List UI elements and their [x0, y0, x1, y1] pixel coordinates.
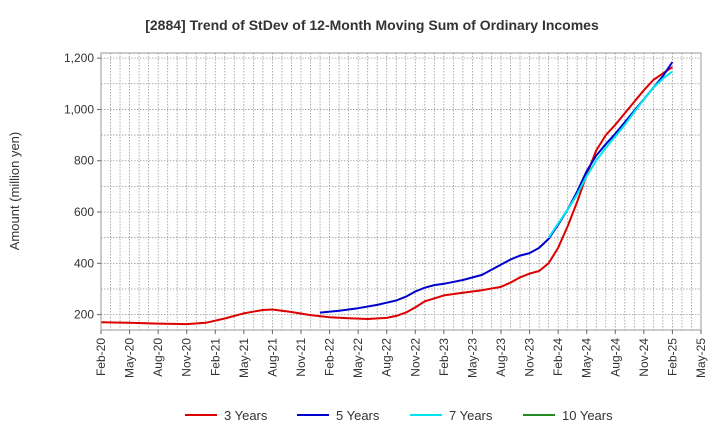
x-tick-label: Nov-23 — [523, 338, 537, 377]
legend-label-4: 10 Years — [562, 408, 613, 423]
grid — [100, 53, 702, 330]
x-tick-label: Nov-24 — [637, 338, 651, 377]
x-tick-label: Aug-20 — [151, 338, 165, 377]
y-tick-label: 800 — [74, 154, 94, 168]
x-tick-label: Feb-23 — [437, 338, 451, 376]
x-tick-label: Aug-24 — [608, 338, 622, 377]
x-tick-label: Nov-21 — [294, 338, 308, 377]
x-tick-label: Feb-22 — [323, 338, 337, 376]
x-tick-label: Feb-21 — [208, 338, 222, 376]
x-tick-label: Aug-22 — [380, 338, 394, 377]
x-tick-label: Nov-22 — [408, 338, 422, 377]
y-tick-label: 1,200 — [64, 51, 94, 65]
y-tick-label: 600 — [74, 205, 94, 219]
x-tick-label: May-25 — [694, 338, 708, 378]
series-layer — [100, 61, 674, 326]
y-tick-label: 200 — [74, 308, 94, 322]
plot-area — [101, 53, 701, 330]
legend-label-3: 7 Years — [449, 408, 493, 423]
x-tick-label: May-21 — [237, 338, 251, 378]
plot-background — [101, 53, 701, 330]
x-tick-label: May-23 — [465, 338, 479, 378]
legend-label-1: 3 Years — [224, 408, 268, 423]
x-tick-label: Nov-20 — [180, 338, 194, 377]
x-tick-label: Feb-25 — [665, 338, 679, 376]
x-tick-label: Aug-23 — [494, 338, 508, 377]
x-tick-label: May-22 — [351, 338, 365, 378]
x-tick-label: Aug-21 — [265, 338, 279, 377]
series-line-2 — [319, 61, 674, 314]
x-tick-label: May-24 — [580, 338, 594, 378]
legend: 3 Years 5 Years 7 Years 10 Years — [185, 408, 613, 423]
x-tick-label: May-20 — [123, 338, 137, 378]
plot-frame — [100, 52, 702, 331]
chart-title: [2884] Trend of StDev of 12-Month Moving… — [145, 17, 599, 33]
y-axis-label: Amount (million yen) — [7, 132, 22, 251]
series-line-3 — [547, 70, 673, 239]
y-tick-label: 1,000 — [64, 102, 94, 116]
legend-label-2: 5 Years — [336, 408, 380, 423]
x-tick-label: Feb-20 — [94, 338, 108, 376]
axes: 200 400 600 800 1,000 1,200 Feb-20 May-20 Aug-20… — [64, 51, 708, 378]
x-tick-label: Feb-24 — [551, 338, 565, 376]
y-tick-label: 400 — [74, 256, 94, 270]
series-line-1 — [100, 66, 673, 326]
